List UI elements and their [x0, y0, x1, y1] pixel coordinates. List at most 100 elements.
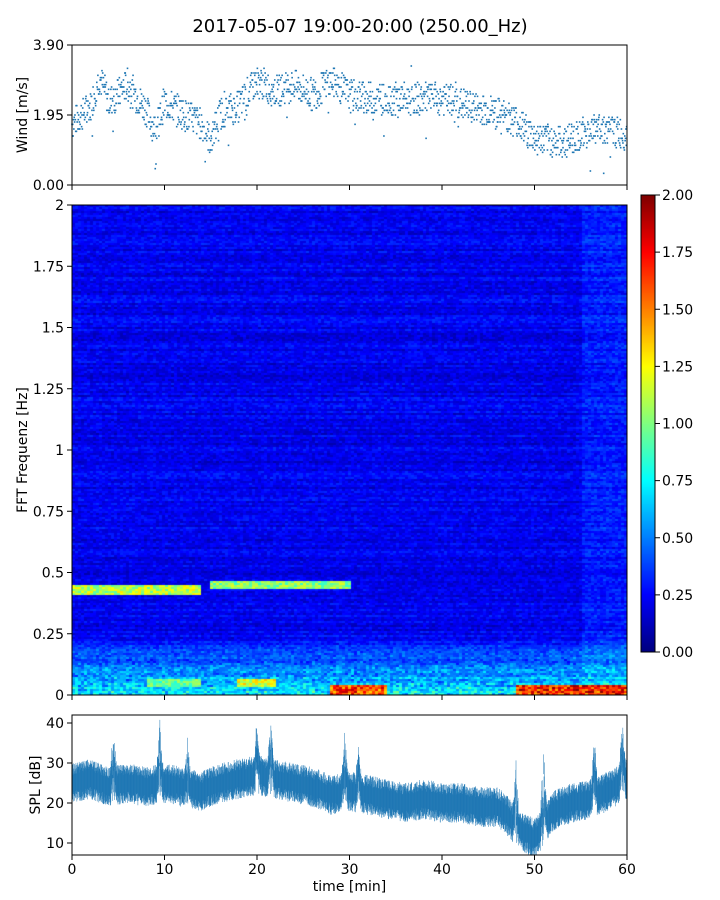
wind-point [335, 90, 337, 93]
wind-point [276, 81, 279, 84]
wind-point [464, 114, 466, 116]
wind-point [383, 109, 386, 112]
wind-point [367, 109, 370, 112]
wind-point [299, 97, 301, 100]
wind-point [568, 144, 570, 147]
wind-point [197, 116, 199, 119]
wind-point [588, 135, 591, 137]
wind-point [85, 100, 88, 102]
wind-point [275, 97, 278, 100]
wind-point [159, 107, 161, 109]
wind-point [234, 102, 236, 105]
wind-point [474, 95, 476, 98]
wind-point [464, 100, 467, 102]
wind-point [623, 146, 625, 149]
wind-point [353, 90, 356, 93]
wind-point [601, 123, 604, 126]
wind-point [413, 100, 415, 102]
wind-point [476, 109, 478, 112]
wind-point [228, 95, 231, 98]
wind-point [269, 97, 272, 100]
spl-xtick-label: 0 [68, 862, 77, 878]
wind-point [258, 83, 261, 86]
wind-point [550, 128, 553, 130]
wind-point [187, 102, 190, 105]
wind-point [297, 76, 300, 79]
wind-point [450, 102, 453, 105]
wind-point [323, 72, 325, 74]
wind-point [593, 114, 595, 116]
wind-point [392, 88, 394, 91]
wind-point [537, 125, 539, 128]
wind-point [302, 86, 305, 88]
wind-point [518, 132, 520, 135]
wind-point [241, 90, 243, 93]
wind-point [209, 139, 212, 142]
wind-point [536, 144, 538, 147]
wind-point [236, 104, 239, 107]
wind-point [467, 116, 470, 119]
wind-point [175, 95, 177, 98]
wind-point [310, 90, 313, 93]
wind-point [540, 144, 542, 147]
wind-point [250, 83, 252, 86]
wind-point [419, 107, 421, 109]
wind-point [523, 135, 526, 137]
wind-point [424, 107, 427, 109]
wind-point [545, 128, 547, 130]
wind-point [599, 130, 602, 133]
wind-point [361, 83, 363, 86]
wind-point [91, 135, 94, 137]
wind-point [354, 123, 356, 126]
wind-point [206, 128, 209, 130]
wind-point [415, 111, 418, 114]
wind-point [432, 97, 435, 100]
spl-ytick-label: 30 [46, 756, 64, 772]
wind-point [157, 107, 160, 109]
wind-point [408, 90, 411, 93]
wind-point [547, 132, 550, 135]
wind-point [411, 86, 413, 88]
wind-point [572, 130, 575, 133]
wind-point [496, 116, 498, 119]
wind-point [542, 125, 545, 128]
wind-point [380, 104, 383, 107]
wind-point [617, 121, 619, 123]
wind-point [100, 93, 103, 95]
wind-point [437, 93, 440, 95]
wind-point [545, 125, 548, 128]
wind-point [293, 86, 296, 88]
wind-point [182, 111, 185, 114]
wind-point [324, 81, 327, 84]
wind-point [504, 107, 507, 109]
wind-point [461, 104, 464, 107]
wind-point [277, 79, 279, 81]
wind-point [290, 72, 293, 74]
wind-point [563, 151, 566, 154]
wind-point [340, 76, 343, 79]
wind-point [354, 102, 357, 105]
wind-point [397, 88, 400, 91]
wind-point [83, 111, 86, 114]
wind-point [94, 104, 97, 107]
wind-point [80, 104, 83, 107]
wind-point [607, 128, 610, 130]
wind-point [247, 97, 250, 100]
wind-point [289, 83, 291, 86]
wind-point [271, 83, 273, 86]
wind-point [157, 116, 159, 119]
wind-point [74, 118, 77, 121]
wind-point [529, 121, 532, 123]
wind-point [549, 153, 552, 156]
wind-point [520, 137, 523, 140]
wind-point [193, 109, 195, 112]
wind-point [416, 81, 419, 84]
wind-point [459, 90, 462, 93]
wind-point [551, 151, 554, 154]
wind-point [181, 118, 184, 121]
wind-point [295, 69, 298, 72]
wind-point [211, 130, 214, 133]
wind-point [194, 116, 197, 119]
wind-point [172, 107, 174, 109]
wind-point [382, 107, 384, 109]
